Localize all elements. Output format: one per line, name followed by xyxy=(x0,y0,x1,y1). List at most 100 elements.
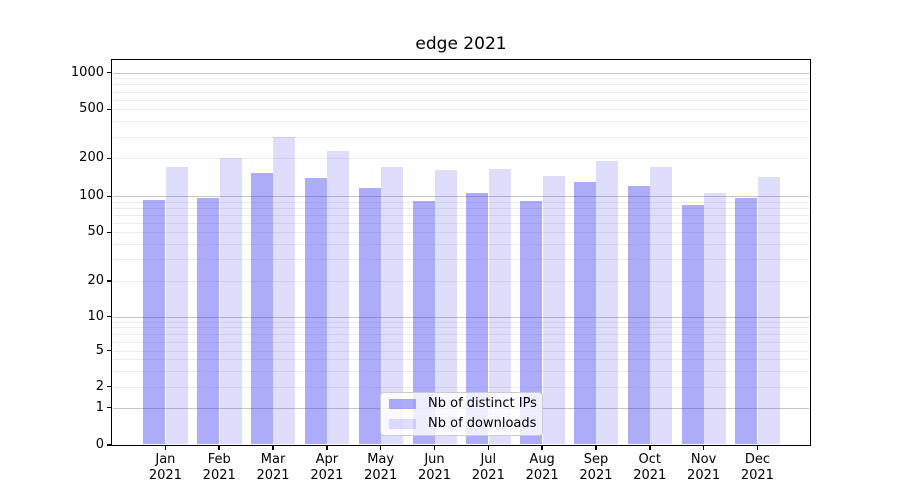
gridline-y-30 xyxy=(112,259,810,261)
x-tick-label-feb: Feb 2021 xyxy=(202,452,236,483)
x-tick-mark-oct xyxy=(649,445,651,450)
y-tick-mark-10 xyxy=(107,315,112,318)
gridline-y-2 xyxy=(112,386,810,388)
y-tick-label-1: 1 xyxy=(95,399,104,415)
gridline-y-3 xyxy=(112,370,810,372)
x-tick-label-aug: Aug 2021 xyxy=(525,452,559,483)
gridline-y-600 xyxy=(112,99,810,101)
x-tick-label-jul: Jul 2021 xyxy=(471,452,505,483)
y-tick-mark-50 xyxy=(107,231,112,234)
gridline-y-1000 xyxy=(112,72,810,74)
gridline-y-100 xyxy=(112,196,810,198)
bar-distinct-ips-feb xyxy=(197,197,220,445)
bar-distinct-ips-oct xyxy=(627,186,650,445)
gridline-y-90 xyxy=(112,201,810,203)
chart-title: edge 2021 xyxy=(415,34,507,54)
x-tick-label-nov: Nov 2021 xyxy=(687,452,721,483)
x-tick-label-dec: Dec 2021 xyxy=(740,452,774,483)
y-tick-mark-500 xyxy=(107,108,112,111)
gridline-y-20 xyxy=(112,281,810,282)
bar-downloads-may xyxy=(381,166,404,445)
legend-item-downloads: Nb of downloads xyxy=(389,416,537,431)
y-tick-label-0: 0 xyxy=(95,436,104,452)
bar-downloads-feb xyxy=(219,157,242,445)
bar-distinct-ips-mar xyxy=(251,172,274,445)
x-tick-mark-may xyxy=(379,445,382,450)
bar-downloads-jul xyxy=(488,168,511,445)
gridline-y-6 xyxy=(112,341,810,343)
y-tick-mark-20 xyxy=(107,280,112,282)
legend-label-downloads: Nb of downloads xyxy=(428,416,537,431)
bar-distinct-ips-jun xyxy=(412,200,435,445)
bar-distinct-ips-jan xyxy=(143,200,166,445)
bar-downloads-sep xyxy=(596,161,619,445)
bar-downloads-jan xyxy=(165,166,188,445)
x-tick-mark-dec xyxy=(756,445,759,450)
legend-label-distinct-ips: Nb of distinct IPs xyxy=(428,396,537,411)
gridline-y-40 xyxy=(112,244,810,246)
bar-distinct-ips-nov xyxy=(681,204,704,445)
bar-downloads-oct xyxy=(650,166,673,445)
bar-distinct-ips-jul xyxy=(466,192,489,445)
y-tick-mark-100 xyxy=(107,195,112,198)
gridline-y-900 xyxy=(112,78,810,80)
bar-downloads-apr xyxy=(327,150,350,445)
y-tick-mark-1 xyxy=(107,406,112,409)
gridline-y-70 xyxy=(112,214,810,216)
x-tick-mark-mar xyxy=(272,445,274,450)
y-tick-label-100: 100 xyxy=(79,188,104,204)
bar-downloads-mar xyxy=(273,137,296,445)
y-tick-mark-200 xyxy=(107,157,112,160)
gridline-y-200 xyxy=(112,158,810,160)
gridline-y-4 xyxy=(112,359,810,361)
y-tick-mark-0 xyxy=(107,444,112,446)
y-tick-label-1000: 1000 xyxy=(70,64,104,80)
x-tick-label-may: May 2021 xyxy=(364,452,398,483)
legend-swatch-downloads xyxy=(389,419,416,429)
y-tick-label-5: 5 xyxy=(95,342,104,358)
x-tick-label-oct: Oct 2021 xyxy=(633,452,667,483)
gridline-y-500 xyxy=(112,109,810,111)
bar-distinct-ips-apr xyxy=(304,177,327,445)
x-tick-mark-jul xyxy=(487,445,490,450)
y-tick-mark-2 xyxy=(107,385,112,388)
gridline-y-5 xyxy=(112,350,810,352)
bar-downloads-jun xyxy=(434,169,457,445)
y-tick-label-200: 200 xyxy=(79,150,104,166)
x-tick-label-sep: Sep 2021 xyxy=(579,452,613,483)
gridline-y-8 xyxy=(112,327,810,329)
gridline-y-10 xyxy=(112,316,810,318)
gridline-y-700 xyxy=(112,91,810,93)
x-tick-label-jun: Jun 2021 xyxy=(417,452,452,483)
gridline-y-800 xyxy=(112,84,810,86)
x-tick-mark-jun xyxy=(433,445,436,450)
x-tick-mark-sep xyxy=(595,445,597,450)
bar-downloads-aug xyxy=(542,175,565,445)
x-tick-mark-apr xyxy=(326,445,328,450)
bar-distinct-ips-may xyxy=(358,187,381,445)
x-tick-label-jan: Jan 2021 xyxy=(148,452,182,483)
x-tick-mark-feb xyxy=(218,445,220,450)
bar-downloads-nov xyxy=(704,192,726,445)
gridline-y-60 xyxy=(112,222,810,224)
gridline-y-9 xyxy=(112,321,810,323)
x-tick-label-apr: Apr 2021 xyxy=(310,452,344,483)
bar-distinct-ips-aug xyxy=(520,201,543,445)
legend: Nb of distinct IPs Nb of downloads xyxy=(380,392,543,436)
y-tick-label-2: 2 xyxy=(95,378,104,394)
gridline-y-50 xyxy=(112,232,810,234)
legend-swatch-distinct-ips xyxy=(389,399,416,409)
y-tick-label-500: 500 xyxy=(79,101,104,117)
bar-distinct-ips-sep xyxy=(573,181,596,445)
bar-downloads-dec xyxy=(757,176,780,445)
y-tick-mark-5 xyxy=(107,349,112,352)
x-tick-label-mar: Mar 2021 xyxy=(256,452,290,483)
x-tick-mark-jan xyxy=(164,445,167,450)
x-tick-mark-aug xyxy=(541,445,543,450)
y-tick-mark-1000 xyxy=(107,71,112,74)
y-tick-label-50: 50 xyxy=(87,224,104,240)
y-tick-label-10: 10 xyxy=(87,308,104,324)
legend-item-distinct-ips: Nb of distinct IPs xyxy=(389,396,537,411)
gridline-y-7 xyxy=(112,333,810,335)
